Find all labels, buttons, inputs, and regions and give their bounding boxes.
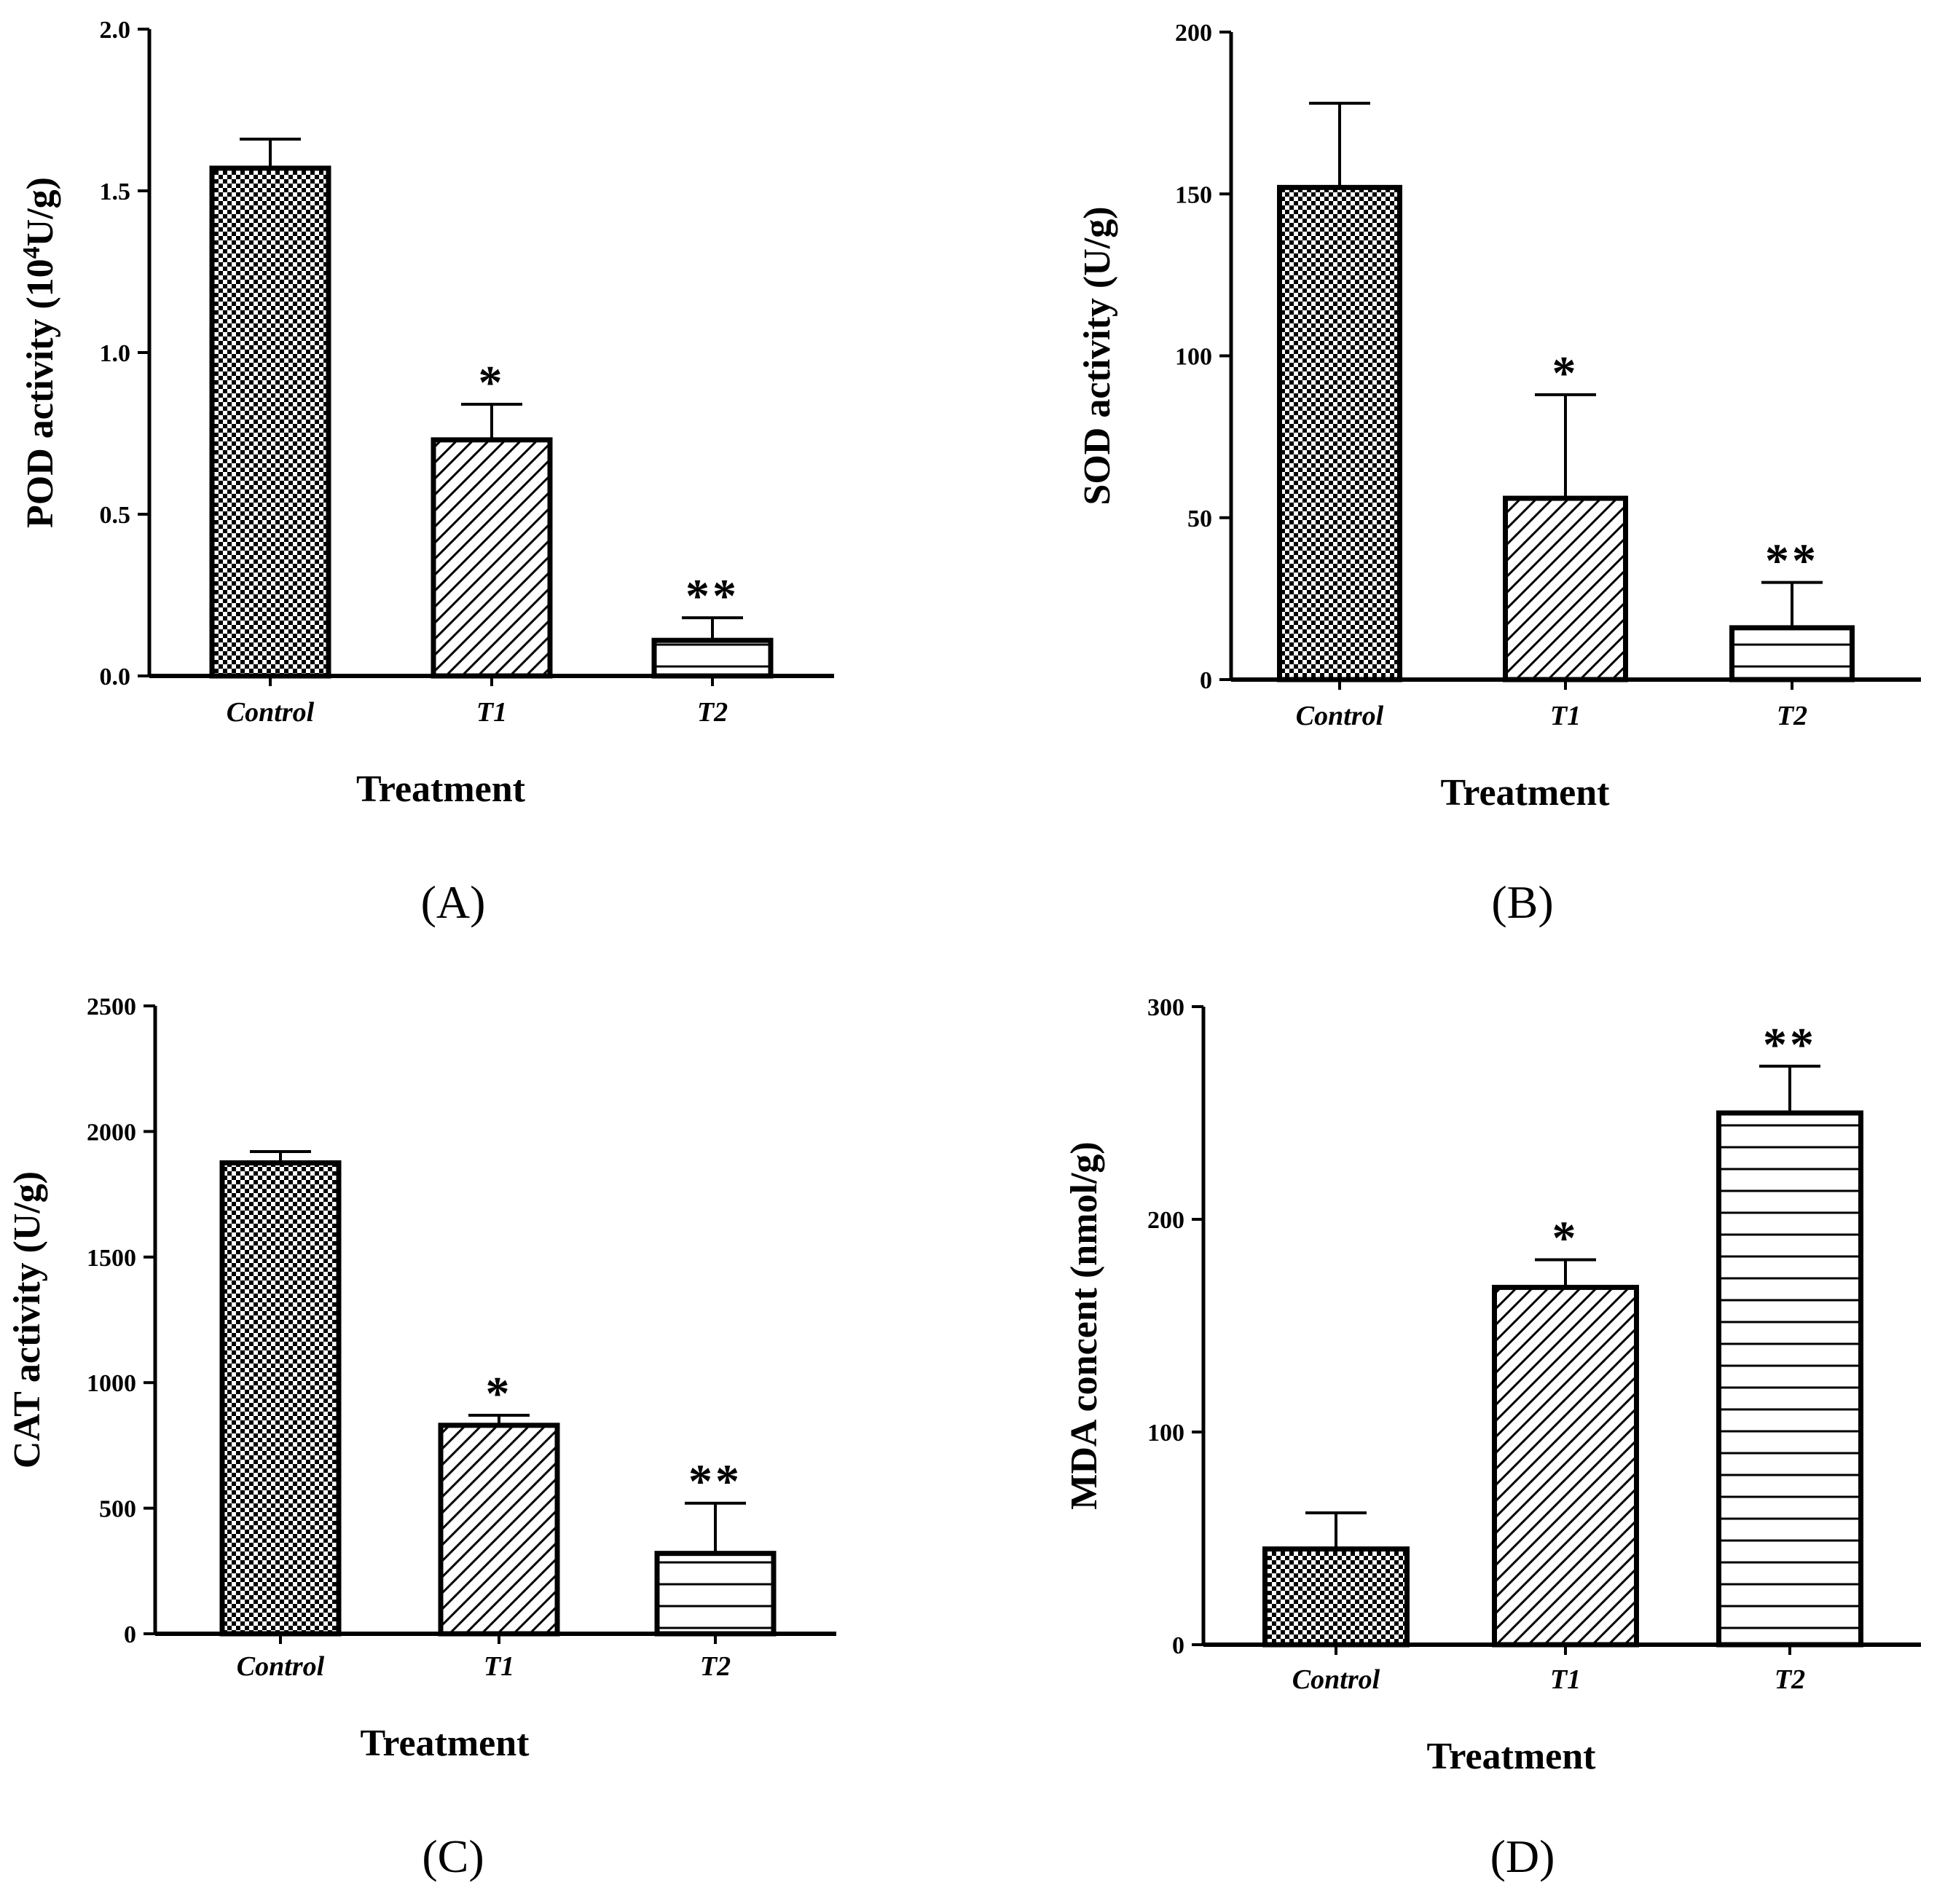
chart-c-ytick-label: 2500 <box>87 994 136 1020</box>
chart-a-y-axis-title: POD activity (104U/g) <box>18 177 61 528</box>
chart-d-ytick-label: 0 <box>1172 1632 1184 1659</box>
chart-b-category-label-t2: T2 <box>1777 701 1807 731</box>
chart-a-bar-control <box>209 165 331 679</box>
chart-c-ytick-label: 2000 <box>87 1119 136 1146</box>
chart-b-ytick-label: 0 <box>1200 667 1212 694</box>
chart-d-category-label-control: Control <box>1292 1664 1380 1695</box>
chart-b-panel-label: (B) <box>1491 876 1553 928</box>
chart-a-panel-label: (A) <box>421 876 486 928</box>
chart-b-category-label-control: Control <box>1296 701 1384 731</box>
chart-a-category-label-t2: T2 <box>697 697 728 728</box>
chart-a-category-label-control: Control <box>227 697 315 728</box>
chart-a-x-axis-title: Treatment <box>356 768 526 810</box>
chart-c-bar-control <box>219 1160 342 1637</box>
chart-c-significance-t1: * <box>486 1367 513 1420</box>
chart-c-x-axis-title: Treatment <box>361 1723 530 1764</box>
chart-c-ytick-label: 1500 <box>87 1245 136 1272</box>
chart-a-ytick-label: 0.5 <box>100 502 131 529</box>
chart-b-bar-t2 <box>1729 625 1855 682</box>
chart-d-significance-t1: * <box>1552 1211 1579 1264</box>
chart-b-ytick-label: 50 <box>1187 505 1212 532</box>
chart-c-bar-t2 <box>654 1551 777 1637</box>
chart-c-panel-label: (C) <box>422 1830 484 1882</box>
chart-c-ytick-label: 1000 <box>87 1370 136 1397</box>
chart-panel-b: Control * T1 ** T2 0 50 100 150 200 Treatment SOD a… <box>1077 20 1921 928</box>
chart-c-ytick-label: 0 <box>124 1621 136 1648</box>
chart-c-category-label-t2: T2 <box>700 1651 731 1682</box>
chart-a-significance-t2: ** <box>685 570 739 623</box>
chart-d-y-axis-title: MDA concent (nmol/g) <box>1064 1141 1105 1509</box>
chart-b-category-label-t1: T1 <box>1550 701 1581 731</box>
chart-panel-d: Control * T1 ** T2 0 100 200 300 Treatment MDA con… <box>1064 994 1921 1882</box>
chart-a-ytick-label: 2.0 <box>100 17 131 44</box>
chart-d-bar-control <box>1262 1546 1410 1648</box>
chart-d-ytick-label: 100 <box>1147 1420 1184 1447</box>
chart-d-bar-t1 <box>1492 1284 1639 1648</box>
chart-d-ytick-label: 200 <box>1147 1207 1184 1234</box>
chart-a-bar-t1 <box>431 437 553 679</box>
chart-b-significance-t2: ** <box>1765 535 1819 588</box>
chart-d-ytick-label: 300 <box>1147 994 1184 1021</box>
chart-a-ytick-label: 1.5 <box>100 178 131 205</box>
chart-b-ytick-label: 200 <box>1175 20 1212 47</box>
chart-panel-a: Control * T1 ** T2 0.0 0.5 1.0 1.5 2.0 Treatment PO… <box>18 17 834 928</box>
chart-panel-c: Control * T1 ** T2 0 500 1000 1500 2000 2500 Treatm… <box>7 994 836 1882</box>
chart-a-bar-t2 <box>651 637 774 679</box>
chart-b-ytick-label: 100 <box>1175 344 1212 371</box>
chart-c-significance-t2: ** <box>688 1455 742 1508</box>
chart-d-panel-label: (D) <box>1490 1830 1555 1882</box>
chart-b-x-axis-title: Treatment <box>1441 772 1611 814</box>
chart-c-bar-t1 <box>438 1423 560 1637</box>
chart-b-significance-t1: * <box>1552 347 1579 400</box>
chart-c-y-axis-title: CAT activity (U/g) <box>7 1171 48 1468</box>
chart-d-significance-t2: ** <box>1763 1018 1817 1071</box>
chart-d-category-label-t2: T2 <box>1775 1664 1805 1695</box>
chart-c-category-label-t1: T1 <box>484 1651 514 1682</box>
chart-b-ytick-label: 150 <box>1175 181 1212 208</box>
chart-d-bar-t2 <box>1716 1110 1863 1648</box>
chart-d-x-axis-title: Treatment <box>1427 1736 1597 1777</box>
chart-d-category-label-t1: T1 <box>1550 1664 1581 1695</box>
chart-a-ytick-label: 1.0 <box>100 340 131 367</box>
chart-c-category-label-control: Control <box>237 1651 325 1682</box>
chart-b-bar-t1 <box>1503 495 1628 682</box>
chart-b-y-axis-title: SOD activity (U/g) <box>1077 206 1118 505</box>
chart-a-significance-t1: * <box>479 356 506 409</box>
chart-a-category-label-t1: T1 <box>476 697 507 728</box>
chart-b-bar-control <box>1277 184 1402 682</box>
chart-a-ytick-label: 0.0 <box>100 664 131 691</box>
chart-c-ytick-label: 500 <box>99 1496 136 1523</box>
